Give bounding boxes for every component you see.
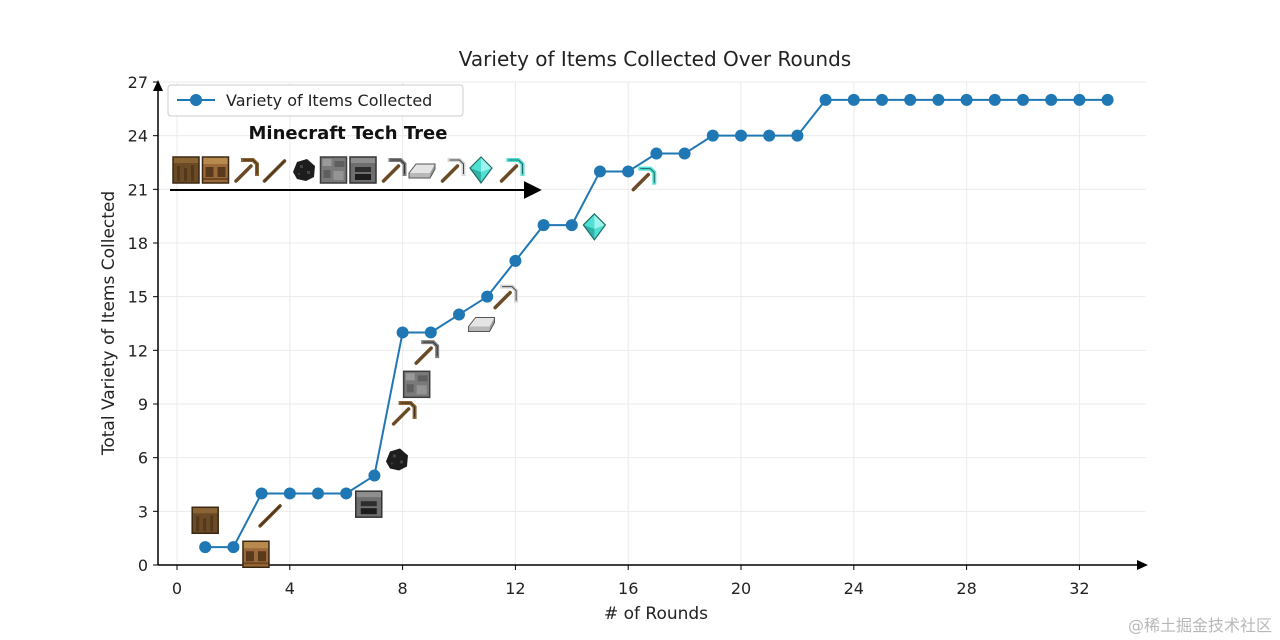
wooden-pickaxe-icon — [391, 400, 417, 426]
y-tick-label: 18 — [128, 234, 148, 253]
data-point — [706, 129, 719, 142]
data-point — [537, 219, 550, 232]
y-tick-label: 9 — [138, 395, 148, 414]
watermark: @稀土掘金技术社区 — [1128, 616, 1272, 635]
log-icon — [172, 156, 200, 184]
crafting-table-icon — [242, 540, 270, 569]
data-point — [791, 129, 804, 142]
y-tick-label: 27 — [128, 73, 148, 92]
y-tick-label: 12 — [128, 341, 148, 360]
iron-ingot-icon — [468, 317, 496, 332]
chart-title: Variety of Items Collected Over Rounds — [459, 47, 851, 71]
data-point — [1073, 93, 1086, 106]
data-point — [1045, 93, 1058, 106]
data-point — [424, 326, 437, 339]
y-tick-label: 21 — [128, 180, 148, 199]
data-point — [594, 165, 606, 178]
stick-icon — [262, 159, 287, 183]
coal-icon — [385, 448, 408, 471]
data-point — [988, 93, 1001, 106]
x-axis-label: # of Rounds — [604, 604, 708, 624]
crafting-table-icon — [201, 156, 230, 184]
plot-icons — [191, 166, 657, 569]
x-tick-label: 12 — [505, 579, 525, 598]
diamond-pickaxe-icon — [499, 158, 525, 183]
data-point — [227, 541, 240, 554]
tech-tree-title: Minecraft Tech Tree — [249, 123, 448, 144]
iron-pickaxe-icon — [440, 158, 466, 183]
data-point — [932, 93, 945, 106]
series-layer — [199, 93, 1114, 554]
legend: Variety of Items Collected — [167, 84, 464, 117]
data-point — [763, 129, 776, 142]
tech-tree-annotation: Minecraft Tech Tree — [170, 123, 542, 199]
data-point — [255, 487, 268, 500]
legend-marker — [190, 94, 202, 106]
data-point — [735, 129, 747, 142]
log-icon — [191, 506, 219, 535]
data-point — [199, 541, 212, 554]
x-tick-label: 20 — [731, 579, 751, 598]
axes — [153, 80, 1148, 570]
data-point — [622, 165, 635, 178]
data-point — [565, 219, 578, 232]
data-point — [312, 487, 324, 500]
stone-pickaxe-icon — [414, 340, 440, 366]
x-axis-ticks: 0 4 8 12 16 20 24 28 32 — [172, 565, 1090, 598]
x-tick-label: 16 — [618, 579, 638, 598]
x-tick-label: 0 — [172, 579, 182, 598]
data-point — [904, 93, 917, 106]
x-tick-label: 8 — [398, 579, 408, 598]
diamond-icon — [582, 213, 606, 241]
diamond-pickaxe-icon — [631, 166, 657, 192]
y-tick-label: 6 — [138, 449, 148, 468]
cobblestone-icon — [402, 370, 431, 399]
data-point — [1101, 93, 1114, 106]
x-tick-label: 24 — [844, 579, 864, 598]
tech-tree-icons — [172, 156, 525, 184]
data-point — [847, 93, 860, 106]
stick-icon — [258, 504, 282, 528]
y-tick-label: 0 — [138, 556, 148, 575]
data-point — [283, 487, 296, 500]
legend-label: Variety of Items Collected — [226, 91, 432, 110]
coal-icon — [293, 159, 315, 181]
data-point — [368, 469, 381, 482]
furnace-icon — [349, 156, 377, 184]
data-point — [819, 93, 832, 106]
furnace-icon — [355, 490, 383, 518]
x-tick-label: 4 — [285, 579, 295, 598]
y-axis-arrow — [153, 80, 163, 91]
x-axis-arrow — [1137, 560, 1148, 570]
stone-pickaxe-icon — [381, 158, 407, 183]
cobblestone-icon — [319, 156, 348, 184]
x-tick-label: 28 — [956, 579, 976, 598]
x-tick-label: 32 — [1069, 579, 1089, 598]
diamond-icon — [469, 156, 493, 184]
data-point — [876, 93, 888, 106]
legend-box — [167, 84, 464, 117]
data-point — [1017, 93, 1029, 106]
data-point — [453, 308, 465, 321]
wooden-pickaxe-icon — [234, 158, 259, 183]
y-tick-label: 3 — [138, 502, 148, 521]
data-point — [481, 290, 494, 303]
data-point — [960, 93, 973, 106]
data-point — [396, 326, 409, 339]
data-point — [509, 254, 522, 267]
y-axis-label: Total Variety of Items Collected — [99, 191, 119, 456]
y-tick-label: 24 — [128, 127, 148, 146]
data-point — [678, 147, 691, 160]
data-point — [650, 147, 663, 160]
iron-ingot-icon — [408, 163, 436, 179]
y-axis-ticks: 0 3 6 9 12 15 18 21 24 27 — [128, 73, 158, 575]
y-tick-label: 15 — [128, 288, 148, 307]
data-point — [340, 487, 353, 500]
